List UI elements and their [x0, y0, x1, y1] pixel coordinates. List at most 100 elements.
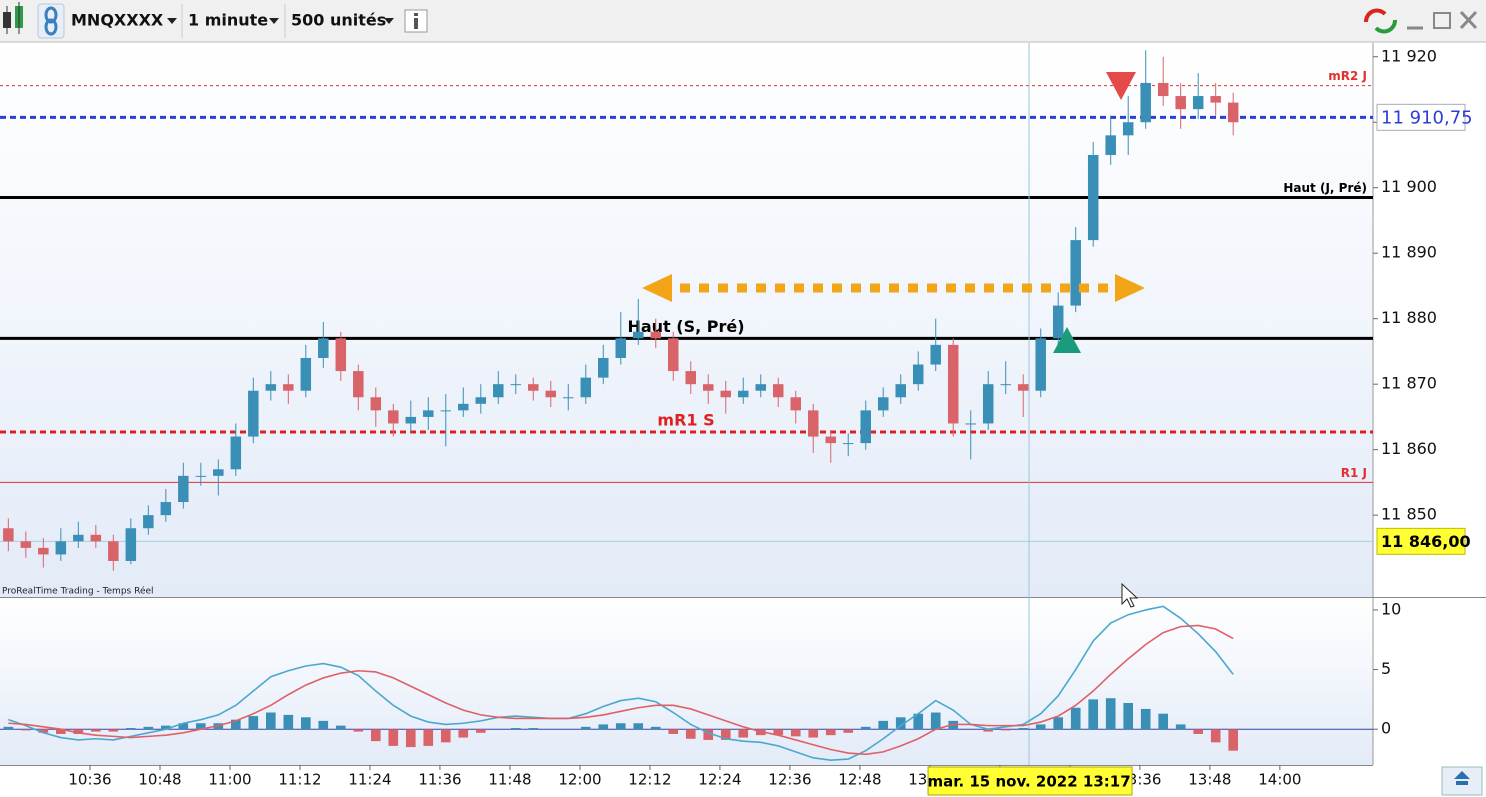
histogram-bar — [825, 729, 836, 736]
candle-body — [423, 410, 434, 417]
plot: 11 850 11 860 11 870 11 880 11 890 11 900 11 9… — [0, 43, 1473, 796]
candle-body — [335, 338, 347, 372]
histogram-bar — [1088, 699, 1099, 730]
chart-type-button[interactable] — [3, 2, 23, 34]
candle-body — [1227, 102, 1239, 123]
candle-body — [38, 547, 49, 555]
histogram-bar — [318, 720, 329, 730]
histogram-bar — [196, 723, 206, 730]
toolbar — [0, 0, 1486, 42]
level-label: Haut (S, Pré) — [627, 317, 744, 336]
histogram-bar — [930, 712, 941, 730]
candle-body — [685, 371, 697, 385]
buy-signal — [1053, 327, 1081, 353]
histogram-bar — [580, 726, 591, 730]
candle-body — [563, 397, 574, 399]
source-label: ProRealTime Trading - Temps Réel — [2, 586, 154, 597]
x-tick-label: 12:36 — [768, 771, 811, 789]
histogram-bar — [108, 729, 119, 732]
candle-body — [90, 534, 102, 542]
x-tick-label: 13:48 — [1188, 771, 1231, 789]
interval-selector[interactable]: 1 minute — [188, 11, 268, 30]
histogram-bar — [790, 729, 801, 737]
histogram-bar — [178, 723, 189, 730]
level-label: mR1 S — [657, 410, 714, 429]
x-tick-label: 12:24 — [698, 771, 741, 789]
candle-body — [248, 390, 259, 437]
candle-body — [493, 384, 504, 398]
info-button[interactable] — [404, 9, 428, 33]
histogram-bar — [335, 725, 346, 730]
candle-body — [947, 344, 959, 424]
candle-body — [650, 331, 662, 339]
price-label: 11 910,75 — [1381, 107, 1473, 128]
histogram-bar — [458, 729, 469, 738]
level-label: Haut (J, Pré) — [1283, 181, 1367, 195]
histogram-bar — [248, 716, 259, 730]
candle-body — [703, 384, 714, 391]
histogram-bar — [161, 725, 171, 730]
refresh-button[interactable] — [1364, 8, 1397, 34]
dropdown-arrow[interactable] — [167, 18, 177, 24]
candle-body — [1157, 82, 1169, 97]
candle-body — [230, 436, 242, 470]
candle-body — [738, 390, 749, 398]
candle-body — [633, 331, 644, 339]
histogram-bar — [1053, 717, 1064, 730]
price-panel — [0, 43, 1373, 597]
price-label-box — [1376, 103, 1466, 131]
histogram-bar — [913, 713, 924, 730]
histogram-bar — [370, 729, 381, 742]
histogram-bar — [1140, 708, 1151, 730]
candle-body — [1035, 338, 1046, 391]
level-label: mR2 J — [1328, 69, 1367, 83]
candle-body — [178, 475, 189, 503]
scroll-button[interactable] — [1441, 766, 1483, 796]
candle-body — [825, 436, 836, 444]
histogram-bar — [91, 729, 101, 732]
indicator-line — [8, 605, 1234, 762]
y-tick-label: 0 — [1381, 719, 1391, 738]
close-button[interactable] — [1459, 10, 1478, 30]
maximize-button[interactable] — [1433, 12, 1451, 29]
candle-body — [1140, 82, 1151, 123]
candle-body — [877, 397, 889, 411]
candle-body — [982, 384, 994, 424]
histogram-bar — [1210, 729, 1221, 743]
candle-body — [615, 338, 627, 358]
candle-body — [1017, 384, 1029, 391]
link-button[interactable] — [37, 3, 65, 39]
candle-body — [860, 410, 871, 444]
candle-body — [1000, 384, 1011, 386]
candle-body — [388, 410, 399, 424]
histogram-bar — [843, 729, 854, 733]
histogram-bar — [1000, 729, 1011, 731]
histogram-bar — [388, 729, 399, 746]
histogram-bar — [878, 720, 889, 730]
x-tick-label: 12:12 — [628, 771, 671, 789]
symbol-selector[interactable]: MNQXXXX — [71, 11, 164, 30]
candle-body — [108, 541, 119, 561]
x-tick-label: 12:00 — [558, 771, 601, 789]
histogram-bar — [738, 729, 749, 738]
histogram-bar — [1105, 698, 1116, 730]
histogram-bar — [38, 729, 49, 733]
histogram-bar — [1175, 724, 1186, 730]
drawing-arrow — [642, 274, 1145, 302]
candle-body — [73, 534, 84, 542]
dropdown-arrow[interactable] — [269, 18, 279, 24]
candle-body — [125, 528, 137, 561]
histogram-bar — [1035, 724, 1046, 730]
histogram-bar — [983, 729, 994, 732]
x-tick-label: 10:48 — [138, 771, 181, 789]
candle-body — [370, 397, 382, 411]
histogram-bar — [773, 729, 784, 736]
candle-body — [195, 475, 207, 477]
histogram-bar — [1228, 729, 1239, 751]
candle-body — [20, 541, 32, 548]
candle-body — [842, 443, 854, 445]
units-selector[interactable]: 500 unités — [291, 11, 386, 30]
candle-body — [1192, 96, 1204, 110]
sell-signal — [1106, 72, 1136, 100]
dropdown-arrow[interactable] — [384, 18, 394, 24]
